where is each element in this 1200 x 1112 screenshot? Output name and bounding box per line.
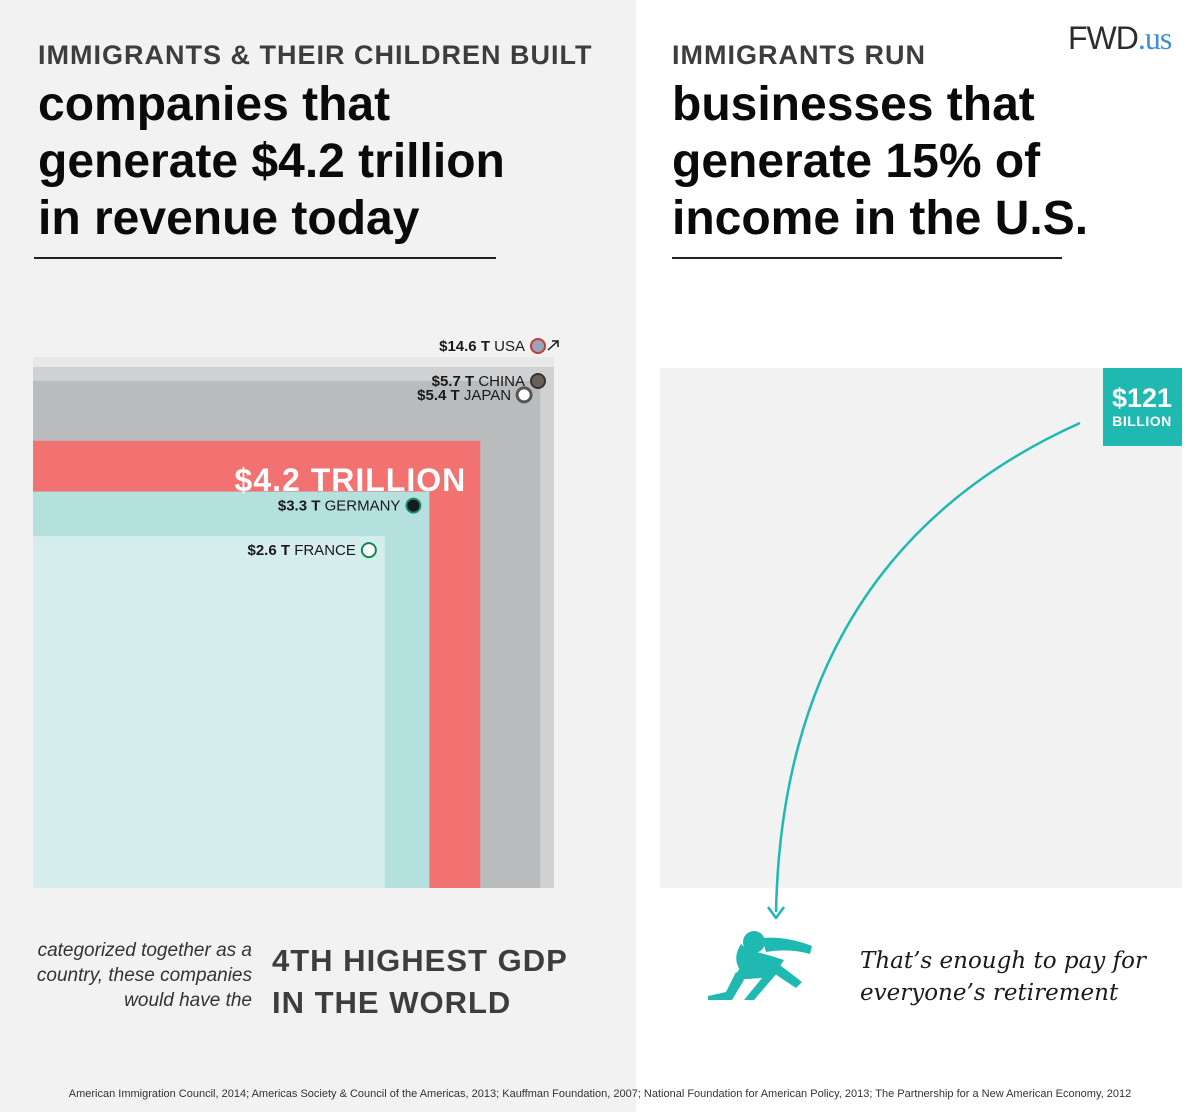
highlight-value-label: $4.2 TRILLION: [235, 462, 467, 498]
left-caption-bold: 4TH HIGHEST GDP IN THE WORLD: [272, 940, 568, 1024]
gdp-label-china: $5.7 T CHINA: [432, 373, 525, 390]
left-headline: companies that generate $4.2 trillion in…: [38, 76, 505, 247]
gdp-label-usa: $14.6 T USA: [439, 338, 525, 355]
caption-bold-line: IN THE WORLD: [272, 985, 512, 1020]
china-flag-icon: [530, 373, 546, 389]
left-headline-line: companies that: [38, 78, 391, 131]
badge-value-label: $121: [1112, 383, 1172, 413]
fwd-us-logo: FWD.us: [1068, 20, 1172, 57]
gdp-label-germany: $3.3 T GERMANY: [278, 498, 401, 515]
caption-italic-line: would have the: [124, 990, 252, 1011]
left-kicker: IMMIGRANTS & THEIR CHILDREN BUILT: [38, 40, 593, 70]
right-kicker: IMMIGRANTS RUN: [672, 40, 926, 70]
gdp-label-france: $2.6 T FRANCE: [247, 542, 355, 559]
retirement-line: everyone’s retirement: [860, 980, 1119, 1006]
caption-italic-line: categorized together as a: [37, 940, 252, 961]
badge-unit-label: BILLION: [1112, 413, 1172, 429]
left-caption-italic: categorized together as a country, these…: [20, 938, 252, 1013]
income-share-chart: $121 BILLION: [660, 368, 1182, 1000]
germany-flag-icon: [405, 497, 422, 514]
gdp-square-france: [33, 536, 385, 888]
off-scale-arrow-icon: [547, 340, 559, 351]
right-headline-line: generate 15% of: [672, 135, 1041, 188]
japan-flag-icon: [515, 386, 533, 404]
caption-bold-line: 4TH HIGHEST GDP: [272, 943, 568, 978]
right-divider: [672, 257, 1062, 259]
right-headline-line: businesses that: [672, 78, 1035, 131]
logo-brand: FWD: [1068, 20, 1139, 56]
income-box: [660, 368, 1182, 888]
right-headline: businesses that generate 15% of income i…: [672, 76, 1088, 247]
sources-footnote: American Immigration Council, 2014; Amer…: [68, 1088, 1132, 1100]
caption-italic-line: country, these companies: [36, 965, 252, 986]
relaxing-person-icon: [708, 931, 812, 1000]
value-badge: [1103, 368, 1182, 446]
logo-suffix: .us: [1137, 20, 1172, 56]
left-divider: [34, 257, 496, 259]
left-headline-line: in revenue today: [38, 192, 420, 245]
gdp-label-japan: $5.4 T JAPAN: [417, 387, 511, 404]
gdp-comparison-chart: $14.6 T USA $5.7 T CHINA$5.4 T JAPAN $4.2 …: [33, 338, 559, 888]
curved-arrow: [774, 421, 1081, 913]
left-headline-line: generate $4.2 trillion: [38, 135, 505, 188]
retirement-line: That’s enough to pay for: [860, 948, 1146, 974]
arrow-head: [766, 906, 786, 920]
us-flag-icon: [530, 338, 546, 354]
right-headline-line: income in the U.S.: [672, 192, 1089, 245]
retirement-text: That’s enough to pay for everyone’s reti…: [860, 945, 1146, 1009]
nigeria-flag-icon: [360, 542, 377, 559]
